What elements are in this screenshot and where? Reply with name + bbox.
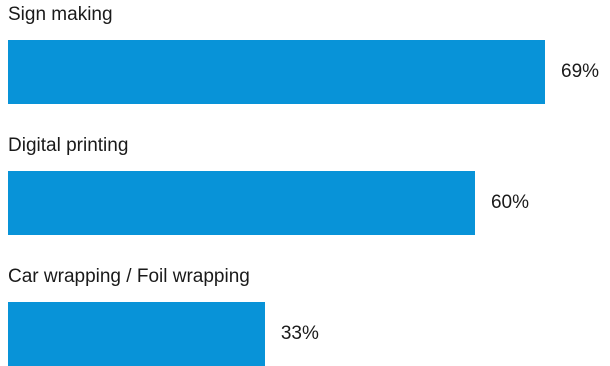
category-label: Digital printing [8, 135, 129, 156]
value-label: 60% [490, 192, 529, 213]
bar [8, 302, 265, 366]
bar [8, 40, 545, 104]
category-label: Car wrapping / Foil wrapping [8, 266, 250, 287]
category-label: Sign making [8, 4, 113, 25]
bar [8, 171, 475, 235]
value-label: 69% [561, 61, 600, 82]
value-label: 33% [280, 323, 319, 344]
